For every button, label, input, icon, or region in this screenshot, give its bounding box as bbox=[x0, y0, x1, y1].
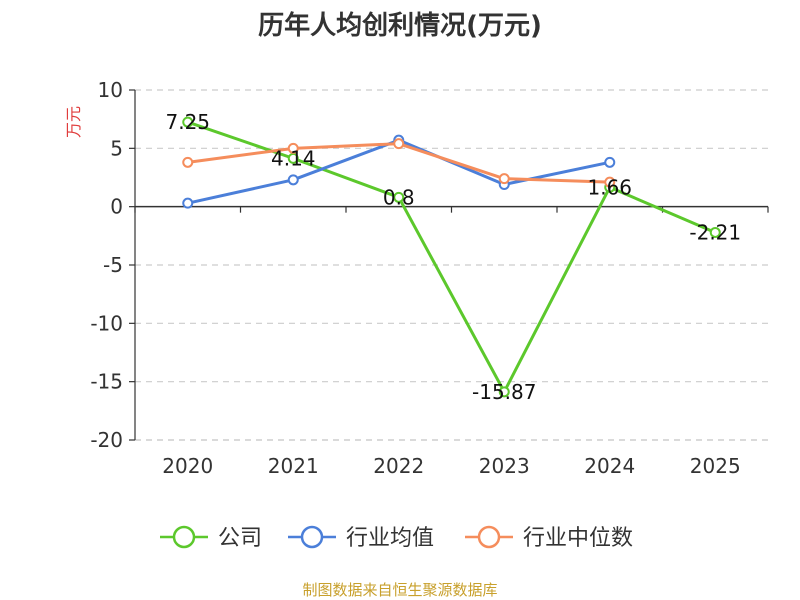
point-0-2020 bbox=[182, 116, 194, 128]
point-0-2023 bbox=[498, 386, 510, 398]
data-label-2020: 7.25 bbox=[165, 110, 210, 134]
y-tick-label--10: -10 bbox=[90, 311, 123, 335]
point-2-2021 bbox=[287, 142, 299, 154]
chart-title: 历年人均创利情况(万元) bbox=[258, 10, 542, 41]
x-tick-label-2021: 2021 bbox=[268, 454, 319, 478]
series-layer bbox=[182, 116, 721, 398]
point-1-2024 bbox=[604, 156, 616, 168]
x-tick-label-2020: 2020 bbox=[162, 454, 213, 478]
data-label-2024: 1.66 bbox=[587, 175, 632, 199]
data-labels: 7.25 4.14 0.8 -15.87 1.66 -2.21 bbox=[165, 110, 741, 404]
legend-label-2: 行业中位数 bbox=[523, 526, 633, 551]
point-2-2020 bbox=[182, 156, 194, 168]
point-0-2022 bbox=[393, 191, 405, 203]
data-label-2021: 4.14 bbox=[271, 146, 316, 170]
data-label-2023: -15.87 bbox=[472, 380, 536, 404]
legend-marker-1 bbox=[300, 525, 324, 549]
x-tick-label-2024: 2024 bbox=[584, 454, 635, 478]
point-0-2025 bbox=[709, 226, 721, 238]
axes: 10 5 0 -5 -10 -15 -20 2020 2021 2022 2023 2024 2025 bbox=[90, 78, 769, 478]
data-label-2022: 0.8 bbox=[383, 185, 415, 209]
y-tick-label-5: 5 bbox=[110, 136, 123, 160]
y-tick-label--20: -20 bbox=[90, 428, 123, 452]
x-tick-label-2023: 2023 bbox=[479, 454, 530, 478]
legend-marker-2 bbox=[477, 525, 501, 549]
point-2-2022 bbox=[393, 138, 405, 150]
legend-label-0: 公司 bbox=[218, 526, 262, 551]
point-2-2023 bbox=[498, 173, 510, 185]
source-note: 制图数据来自恒生聚源数据库 bbox=[302, 581, 497, 599]
legend-label-1: 行业均值 bbox=[346, 526, 434, 551]
y-tick-label-0: 0 bbox=[110, 195, 123, 219]
legend-marker-0 bbox=[172, 525, 196, 549]
grid-lines bbox=[135, 89, 768, 441]
legend: 公司 行业均值 行业中位数 bbox=[160, 525, 633, 551]
series-line-0 bbox=[187, 120, 716, 394]
x-tick-label-2025: 2025 bbox=[690, 454, 741, 478]
point-1-2021 bbox=[287, 174, 299, 186]
point-1-2020 bbox=[182, 197, 194, 209]
data-label-2025: -2.21 bbox=[689, 220, 741, 244]
y-tick-label--5: -5 bbox=[103, 253, 123, 277]
point-2-2024 bbox=[604, 176, 616, 188]
y-tick-label-10: 10 bbox=[98, 78, 123, 102]
y-axis-label: 万元 bbox=[64, 106, 83, 138]
x-tick-label-2022: 2022 bbox=[373, 454, 424, 478]
point-0-2021 bbox=[287, 152, 299, 164]
y-tick-label--15: -15 bbox=[90, 370, 123, 394]
